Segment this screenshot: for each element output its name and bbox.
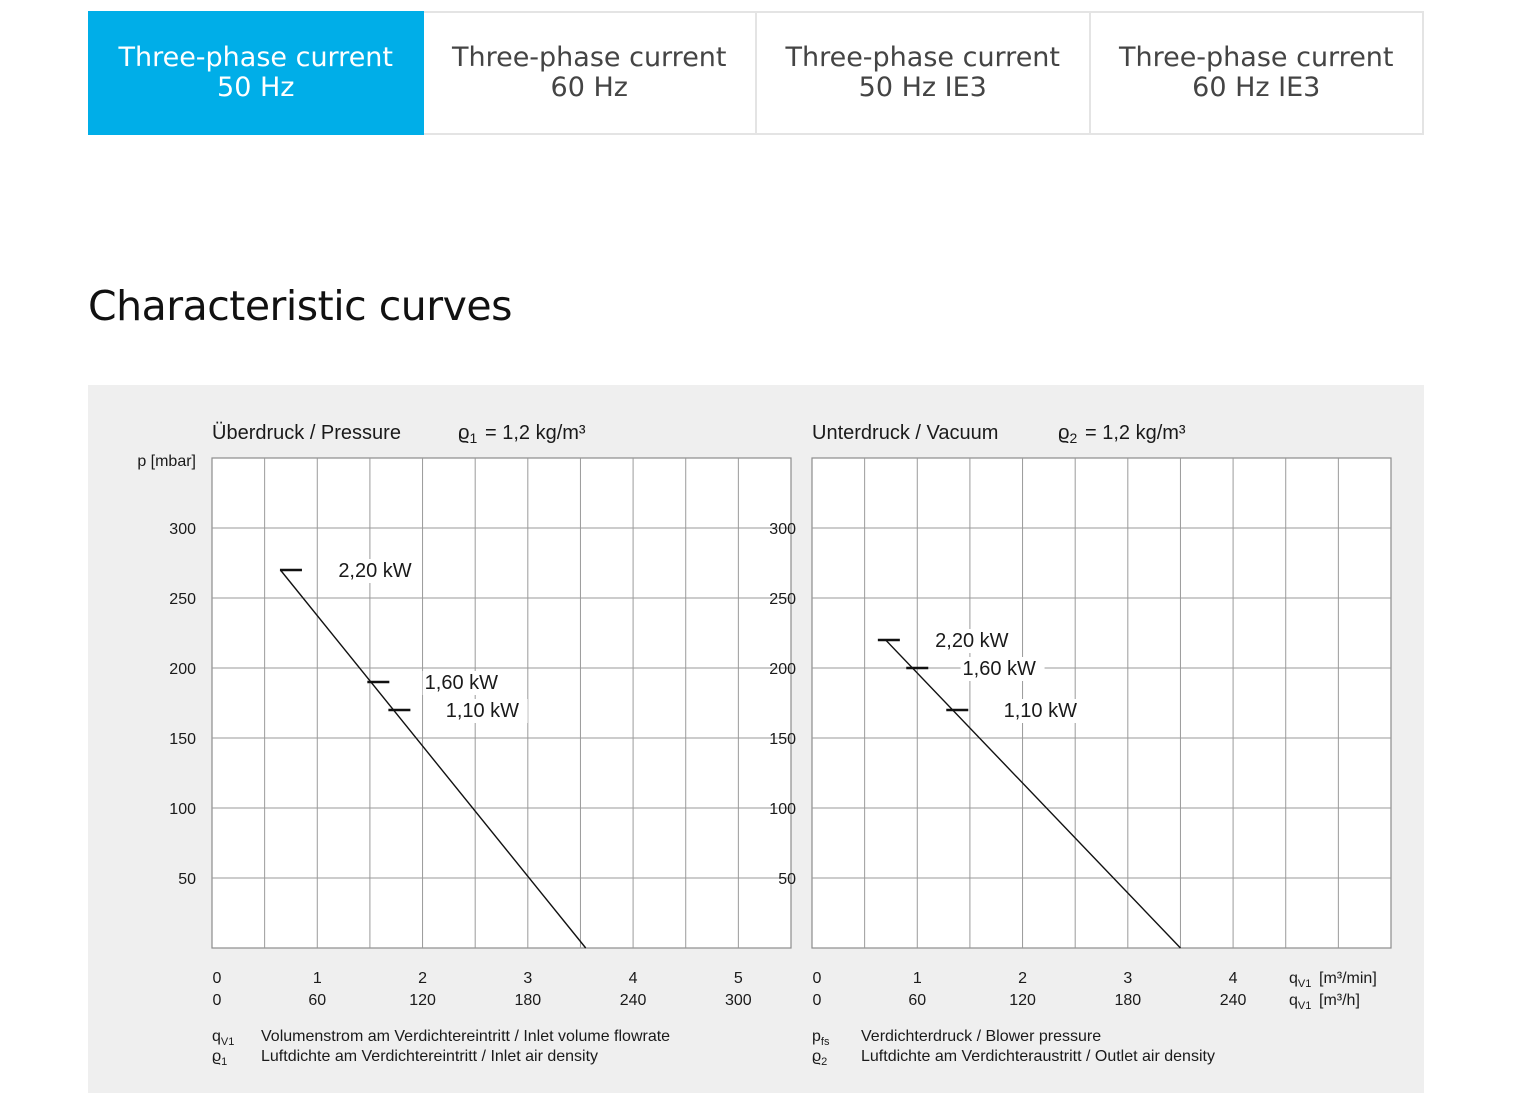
power-label-bg [960, 657, 1045, 681]
legend-symbol: qV1 [212, 1028, 234, 1048]
y-tick-label: 50 [778, 871, 796, 888]
x-tick-label-min: 0 [213, 970, 222, 987]
density-value: = 1,2 kg/m³ [1085, 422, 1186, 444]
x-tick-label-min: 4 [629, 970, 638, 987]
x-axis-unit-min: [m³/min] [1319, 970, 1377, 987]
legend-text: Volumenstrom am Verdichtereintritt / Inl… [261, 1028, 670, 1045]
x-tick-label-min: 3 [1123, 970, 1132, 987]
chart-2: Unterdruck / Vacuum = 1,2 kg/m³5010015020… [769, 422, 1392, 1065]
plot-area [811, 457, 1392, 949]
x-tick-label-h: 240 [620, 992, 647, 1009]
curve-line [885, 639, 1181, 949]
power-label: 1,60 kW [963, 658, 1036, 680]
x-axis-symbol: qV1 [1289, 992, 1311, 1012]
legend-text: Verdichterdruck / Blower pressure [861, 1028, 1101, 1045]
power-label-bg [1001, 699, 1086, 723]
y-tick-label: 250 [769, 591, 796, 608]
power-label: 1,10 kW [1004, 700, 1077, 722]
y-tick-label: 150 [769, 731, 796, 748]
tab-label-line1: Three-phase current [118, 42, 394, 73]
x-tick-label-min: 1 [913, 970, 922, 987]
characteristic-curves-panel: Überdruck / Pressure = 1,2 kg/m³ p [mbar] 5… [88, 385, 1424, 1093]
tab-60hz[interactable]: Three-phase current 60 Hz [423, 11, 757, 135]
x-tick-label-h: 240 [1220, 992, 1247, 1009]
tab-label-line1: Three-phase current [1118, 42, 1394, 73]
x-tick-label-min: 5 [734, 970, 743, 987]
y-tick-label: 150 [169, 731, 196, 748]
density-symbol: ϱ1 [458, 422, 477, 446]
legend-text: Luftdichte am Verdichtereintritt / Inlet… [261, 1048, 598, 1065]
y-tick-label: 300 [169, 521, 196, 538]
section-title: Characteristic curves [88, 282, 512, 330]
chart-1: Überdruck / Pressure = 1,2 kg/m³ p [mbar] 5… [137, 422, 792, 1065]
chart-title: Überdruck / Pressure [212, 422, 401, 444]
legend-symbol: ϱ1 [212, 1048, 227, 1068]
x-tick-label-h: 120 [409, 992, 436, 1009]
chart-title: Unterdruck / Vacuum [812, 422, 998, 444]
y-tick-label: 300 [769, 521, 796, 538]
tab-label-line1: Three-phase current [785, 42, 1061, 73]
power-label: 1,10 kW [446, 700, 519, 722]
x-tick-label-h: 180 [1114, 992, 1141, 1009]
x-tick-label-min: 2 [1018, 970, 1027, 987]
power-label-bg [443, 699, 528, 723]
y-tick-label: 250 [169, 591, 196, 608]
legend-symbol: pfs [812, 1028, 830, 1048]
y-tick-label: 50 [178, 871, 196, 888]
tab-bar: Three-phase current 50 Hz Three-phase cu… [88, 11, 1424, 135]
tab-label-line1: Three-phase current [451, 42, 727, 73]
x-tick-label-h: 0 [813, 992, 822, 1009]
power-label: 2,20 kW [338, 560, 411, 582]
y-tick-label: 200 [169, 661, 196, 678]
x-axis-symbol: qV1 [1289, 970, 1311, 990]
x-tick-label-h: 120 [1009, 992, 1036, 1009]
y-axis-label: p [mbar] [137, 453, 196, 470]
x-tick-label-min: 1 [313, 970, 322, 987]
characteristic-curves-chart: Überdruck / Pressure = 1,2 kg/m³ p [mbar] 5… [137, 422, 1392, 1068]
y-tick-label: 200 [769, 661, 796, 678]
x-tick-label-h: 300 [725, 992, 752, 1009]
power-label-bg [422, 671, 507, 695]
density-value: = 1,2 kg/m³ [485, 422, 586, 444]
legend-symbol: ϱ2 [812, 1048, 827, 1068]
power-label: 2,20 kW [935, 630, 1008, 652]
tab-50hz[interactable]: Three-phase current 50 Hz [88, 11, 424, 135]
x-tick-label-min: 3 [523, 970, 532, 987]
x-tick-label-h: 60 [308, 992, 326, 1009]
tab-label-line2: 50 Hz [217, 72, 295, 103]
x-tick-label-h: 180 [514, 992, 541, 1009]
density-symbol: ϱ2 [1058, 422, 1077, 446]
y-tick-label: 100 [769, 801, 796, 818]
x-tick-label-min: 4 [1229, 970, 1238, 987]
power-label: 1,60 kW [425, 672, 498, 694]
power-label-bg [336, 559, 421, 583]
x-tick-label-h: 60 [908, 992, 926, 1009]
x-tick-label-min: 2 [418, 970, 427, 987]
tab-label-line2: 60 Hz IE3 [1192, 72, 1321, 103]
tab-50hz-ie3[interactable]: Three-phase current 50 Hz IE3 [757, 11, 1091, 135]
x-tick-label-min: 0 [813, 970, 822, 987]
y-tick-label: 100 [169, 801, 196, 818]
power-label-bg [933, 629, 1018, 653]
curve-line [279, 569, 587, 949]
x-tick-label-h: 0 [213, 992, 222, 1009]
tab-label-line2: 50 Hz IE3 [858, 72, 987, 103]
tab-60hz-ie3[interactable]: Three-phase current 60 Hz IE3 [1090, 11, 1424, 135]
x-axis-unit-h: [m³/h] [1319, 992, 1360, 1009]
legend-text: Luftdichte am Verdichteraustritt / Outle… [861, 1048, 1215, 1065]
tab-label-line2: 60 Hz [550, 72, 628, 103]
